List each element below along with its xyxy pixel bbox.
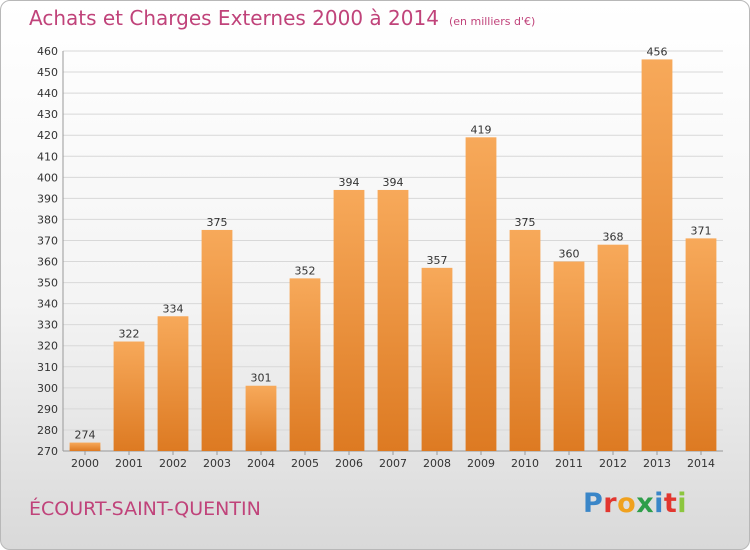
data-label: 456 (647, 45, 668, 58)
label-layer: 274 322 334 375 301 352 394 394 357 419 375 360 368 4… (75, 45, 712, 441)
x-tick-label: 2002 (159, 457, 187, 470)
bar-layer (69, 59, 717, 451)
y-tick-label: 350 (37, 277, 58, 290)
y-tick-label: 420 (37, 129, 58, 142)
logo-letter: i (654, 488, 664, 519)
data-label: 357 (427, 254, 448, 267)
x-tick-label: 2010 (511, 457, 539, 470)
y-tick-label: 280 (37, 424, 58, 437)
data-label: 301 (251, 372, 272, 385)
axis-layer: 270 280 290 300 310 320 330 340 350 360 370 380 390 4… (37, 45, 723, 470)
x-tick-label: 2004 (247, 457, 275, 470)
data-label: 368 (603, 231, 624, 244)
x-tick-label: 2007 (379, 457, 407, 470)
bar-2005 (289, 278, 321, 451)
data-label: 322 (119, 328, 140, 341)
y-tick-label: 340 (37, 298, 58, 311)
x-tick-label: 2000 (71, 457, 99, 470)
bar-2013 (641, 59, 673, 451)
y-tick-label: 380 (37, 213, 58, 226)
bar-2003 (201, 229, 233, 451)
bar-2001 (113, 341, 145, 451)
y-tick-label: 410 (37, 150, 58, 163)
logo-letter: x (636, 488, 655, 519)
data-label: 375 (207, 216, 228, 229)
data-label: 352 (295, 264, 316, 277)
bar-2014 (685, 238, 717, 451)
logo-letter: o (617, 488, 637, 519)
data-label: 394 (383, 176, 404, 189)
y-tick-label: 360 (37, 256, 58, 269)
x-tick-label: 2009 (467, 457, 495, 470)
bar-2007 (377, 189, 409, 451)
x-tick-label: 2006 (335, 457, 363, 470)
y-tick-label: 430 (37, 108, 58, 121)
x-tick-label: 2005 (291, 457, 319, 470)
x-tick-label: 2011 (555, 457, 583, 470)
chart-subtitle: (en milliers d'€) (448, 15, 536, 28)
data-label: 371 (691, 224, 712, 237)
y-tick-label: 310 (37, 361, 58, 374)
x-tick-label: 2013 (643, 457, 671, 470)
place-name: ÉCOURT-SAINT-QUENTIN (29, 498, 261, 520)
data-label: 394 (339, 176, 360, 189)
y-tick-label: 300 (37, 382, 58, 395)
logo-letter: P (583, 488, 604, 519)
y-tick-label: 390 (37, 192, 58, 205)
bar-2000 (69, 442, 101, 451)
y-tick-label: 450 (37, 66, 58, 79)
y-tick-label: 370 (37, 234, 58, 247)
data-label: 334 (163, 302, 184, 315)
x-tick-label: 2012 (599, 457, 627, 470)
y-tick-label: 270 (37, 445, 58, 458)
logo-letter: i (677, 488, 688, 519)
data-label: 419 (471, 123, 492, 136)
x-tick-label: 2014 (687, 457, 715, 470)
bar-2004 (245, 385, 277, 451)
y-tick-label: 460 (37, 45, 58, 58)
x-tick-label: 2001 (115, 457, 143, 470)
bar-2009 (465, 137, 497, 451)
bar-2008 (421, 267, 453, 451)
y-tick-label: 290 (37, 403, 58, 416)
bar-2011 (553, 261, 585, 451)
data-label: 360 (559, 248, 580, 261)
x-tick-label: 2008 (423, 457, 451, 470)
chart-title-text: Achats et Charges Externes 2000 à 2014 (29, 6, 439, 30)
bar-2012 (597, 244, 629, 451)
data-label: 375 (515, 216, 536, 229)
y-tick-label: 440 (37, 87, 58, 100)
bar-2002 (157, 316, 189, 451)
proxiti-logo[interactable]: Proxiti (583, 488, 687, 519)
data-label: 274 (75, 429, 96, 442)
y-tick-label: 320 (37, 340, 58, 353)
chart-title: Achats et Charges Externes 2000 à 2014 (e… (29, 6, 535, 30)
logo-letter: r (603, 488, 618, 519)
bar-2010 (509, 229, 541, 451)
x-tick-label: 2003 (203, 457, 231, 470)
y-tick-label: 330 (37, 319, 58, 332)
y-tick-label: 400 (37, 171, 58, 184)
bar-2006 (333, 189, 365, 451)
logo-letter: t (663, 488, 678, 519)
